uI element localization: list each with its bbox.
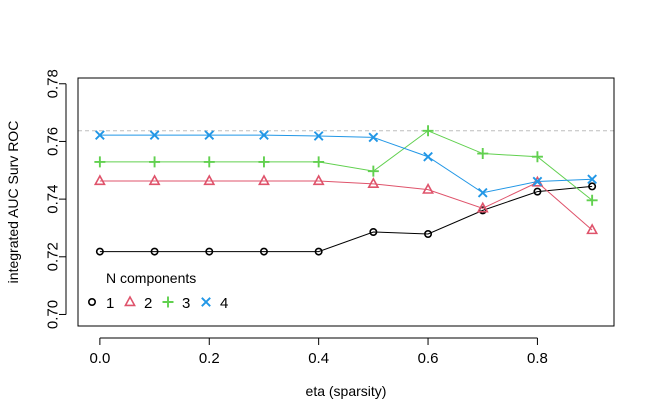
data-point-series-3 <box>531 151 543 163</box>
data-point-series-1 <box>533 187 542 196</box>
x-tick-label: 0.8 <box>527 350 548 367</box>
data-point-series-4 <box>313 131 324 141</box>
y-axis: 0.70 0.72 0.74 0.76 0.78 <box>45 69 67 329</box>
legend-marker-4 <box>201 297 211 307</box>
data-point-series-2 <box>258 174 270 186</box>
data-point-series-3 <box>258 156 270 168</box>
data-point-series-2 <box>586 223 599 235</box>
data-point-series-4 <box>368 132 379 143</box>
data-point-series-4 <box>204 130 215 140</box>
data-point-series-2 <box>422 182 434 194</box>
data-point-series-4 <box>95 130 105 140</box>
data-point-series-4 <box>423 151 433 162</box>
data-point-series-3 <box>94 156 106 168</box>
data-point-series-4 <box>477 187 488 198</box>
x-axis: 0.0 0.2 0.4 0.6 0.8 <box>89 337 548 367</box>
data-point-series-1 <box>588 182 597 191</box>
data-point-series-4 <box>259 130 269 140</box>
data-point-series-4 <box>532 176 543 187</box>
legend-item-3: 3 <box>162 295 190 312</box>
data-point-series-1 <box>314 247 323 256</box>
legend: N components 1 2 3 4 <box>88 270 228 312</box>
data-point-series-3 <box>422 125 434 137</box>
data-point-series-3 <box>367 165 379 177</box>
y-tick-label: 0.72 <box>45 242 62 271</box>
y-tick-label: 0.74 <box>45 185 62 214</box>
y-tick-label: 0.78 <box>45 69 62 98</box>
data-point-series-1 <box>369 227 378 236</box>
data-point-series-1 <box>259 247 268 256</box>
x-tick-label: 0.0 <box>89 350 110 367</box>
legend-marker-3 <box>162 296 174 308</box>
data-point-series-3 <box>477 148 489 160</box>
data-point-series-4 <box>587 174 597 185</box>
legend-marker-1 <box>88 297 97 306</box>
x-tick-label: 0.6 <box>418 350 439 367</box>
legend-label-1: 1 <box>106 295 114 312</box>
series-line-3 <box>99 130 593 201</box>
legend-label-2: 2 <box>144 295 152 312</box>
series-2 <box>93 174 599 235</box>
data-point-series-2 <box>148 174 161 186</box>
data-point-series-2 <box>476 201 489 213</box>
series-4 <box>95 130 597 198</box>
data-point-series-1 <box>205 247 214 256</box>
data-point-series-4 <box>149 130 160 140</box>
legend-title: N components <box>106 270 196 286</box>
data-point-series-2 <box>367 177 380 189</box>
series-layer <box>93 125 599 256</box>
data-point-series-2 <box>203 174 216 186</box>
x-tick-label: 0.4 <box>308 350 329 367</box>
legend-item-2: 2 <box>124 295 152 312</box>
data-point-series-1 <box>424 230 433 239</box>
series-line-4 <box>99 134 593 194</box>
series-3 <box>94 125 598 206</box>
x-axis-title: eta (sparsity) <box>306 383 387 399</box>
legend-label-3: 3 <box>182 295 190 312</box>
series-line-1 <box>99 185 593 253</box>
y-axis-title: integrated AUC Surv ROC <box>5 121 21 284</box>
data-point-series-3 <box>149 156 161 168</box>
data-point-series-2 <box>93 174 106 186</box>
series-line-2 <box>99 180 593 231</box>
legend-label-4: 4 <box>220 295 228 312</box>
legend-item-4: 4 <box>201 295 228 312</box>
legend-item-1: 1 <box>88 295 114 312</box>
data-point-series-3 <box>313 156 325 168</box>
data-point-series-1 <box>95 247 104 256</box>
data-point-series-1 <box>150 247 159 256</box>
data-point-series-3 <box>203 156 215 168</box>
y-tick-label: 0.70 <box>45 300 62 329</box>
y-tick-label: 0.76 <box>45 127 62 156</box>
legend-marker-2 <box>124 295 136 307</box>
data-point-series-3 <box>586 194 598 206</box>
x-tick-label: 0.2 <box>199 350 220 367</box>
plot-frame <box>77 77 615 327</box>
data-point-series-2 <box>312 174 325 186</box>
